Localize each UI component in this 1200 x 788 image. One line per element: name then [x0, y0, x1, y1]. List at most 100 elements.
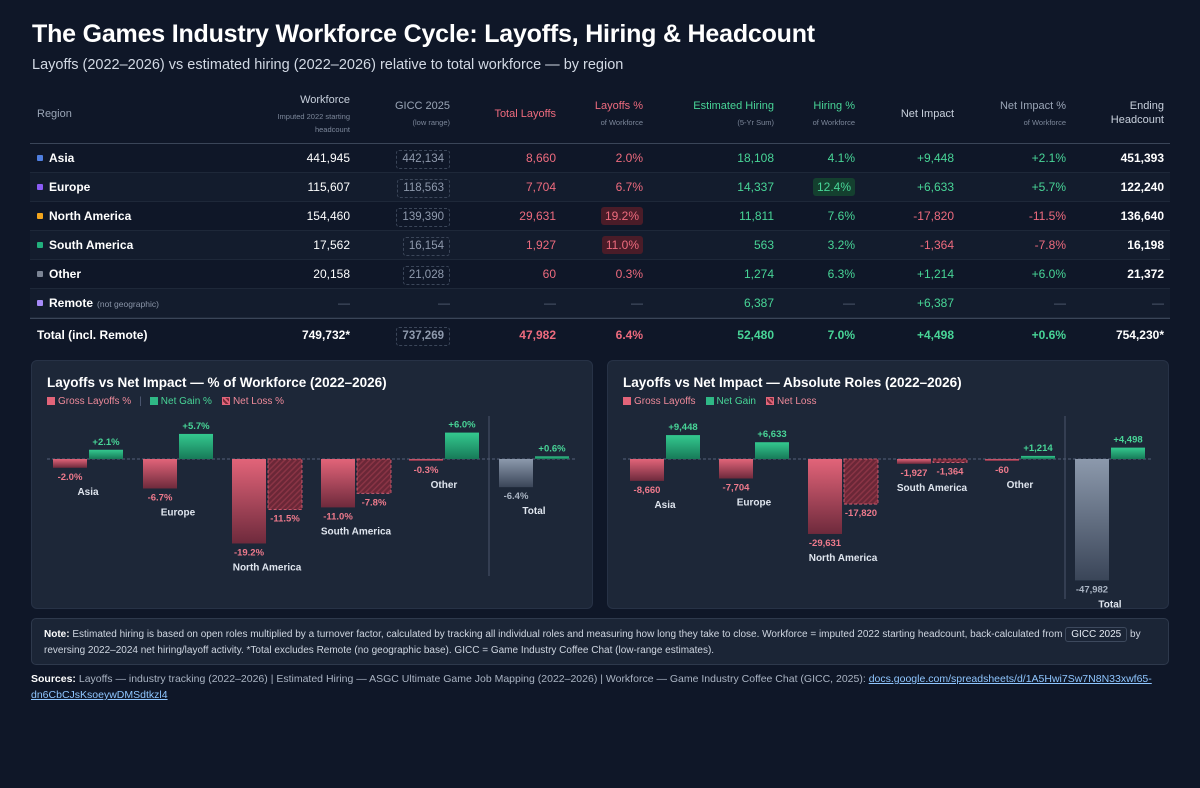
table-row: Europe 115,607 118,563 7,704 6.7% 14,337…: [30, 173, 1170, 202]
header-hiring-pct: Hiring % of Workforce: [812, 100, 855, 127]
region-cell: North America: [37, 202, 131, 231]
layoffs-pct-cell: 0.3%: [615, 267, 643, 281]
table-row: North America 154,460 139,390 29,631 19.…: [30, 202, 1170, 231]
category-label: South America: [897, 483, 968, 494]
net-impact-cell: -17,820: [913, 209, 954, 223]
hiring-pct-cell: —: [843, 296, 855, 310]
hiring-cell: 18,108: [737, 151, 774, 165]
hiring-pct-cell: 7.0%: [827, 328, 855, 342]
net-impact-cell: +4,498: [916, 328, 954, 342]
net-impact-cell: +9,448: [916, 151, 954, 165]
note-box: Note: Estimated hiring is based on open …: [31, 618, 1169, 665]
page-title: The Games Industry Workforce Cycle: Layo…: [32, 20, 815, 48]
ending-headcount-cell: 16,198: [1127, 238, 1164, 252]
gicc-cell: —: [438, 296, 450, 310]
gross-layoffs-bar: [143, 459, 177, 489]
header-estimated-hiring: Estimated Hiring (5-Yr Sum): [693, 100, 774, 127]
net-impact-cell: -1,364: [919, 238, 954, 252]
net-loss-bar: [932, 458, 968, 463]
net-gain-label: +0.6%: [538, 443, 566, 454]
gicc-tag: GICC 2025: [1065, 627, 1128, 642]
net-gain-bar: [89, 449, 123, 459]
hiring-pct-cell: 6.3%: [827, 267, 855, 281]
data-table: Region Workforce Imputed 2022 starting h…: [30, 88, 1170, 350]
layoffs-pct-cell: 2.0%: [615, 151, 643, 165]
table-total-row: Total (incl. Remote) 749,732* 737,269 47…: [30, 318, 1170, 350]
region-cell: Total (incl. Remote): [37, 328, 148, 342]
ending-headcount-cell: 136,640: [1120, 209, 1164, 223]
sources-link[interactable]: docs.google.com/spreadsheets/d/1A5Hwi7Sw…: [31, 673, 1152, 701]
workforce-cell: 17,562: [313, 238, 350, 252]
table-row: Remote (not geographic) — — — — 6,387 — +…: [30, 289, 1170, 318]
gross-layoffs-label: -19.2%: [234, 547, 265, 558]
gross-layoffs-label: -11.0%: [323, 511, 353, 522]
ending-headcount-cell: 122,240: [1120, 180, 1164, 194]
layoffs-cell: 29,631: [519, 209, 556, 223]
hiring-pct-cell: 3.2%: [827, 238, 855, 252]
category-label: Asia: [654, 500, 676, 511]
gross-layoffs-label: -60: [995, 465, 1009, 476]
table-header: Region Workforce Imputed 2022 starting h…: [30, 88, 1170, 144]
gross-layoffs-label: -0.3%: [414, 465, 439, 476]
gross-layoffs-label: -47,982: [1076, 584, 1108, 595]
gross-layoffs-bar: [321, 459, 355, 508]
region-cell: Other: [37, 260, 81, 289]
gross-layoffs-label: -1,927: [901, 468, 928, 479]
category-label: South America: [321, 526, 392, 537]
legend-swatch: [149, 397, 158, 405]
layoffs-cell: 1,927: [525, 238, 556, 252]
ending-headcount-cell: —: [1152, 296, 1164, 310]
table-row: Other 20,158 21,028 60 0.3% 1,274 6.3% +…: [30, 260, 1170, 289]
region-cell: South America: [37, 231, 133, 260]
sources-label: Sources:: [31, 673, 76, 685]
category-label: Other: [1007, 480, 1034, 491]
category-label: Europe: [161, 507, 196, 518]
gicc-cell: 737,269: [396, 319, 450, 351]
legend-net-loss: Net Loss %: [221, 396, 284, 407]
gross-layoffs-bar: [232, 459, 266, 544]
header-workforce: Workforce Imputed 2022 starting headcoun…: [277, 94, 350, 134]
legend-gross-layoffs: Gross Layoffs %: [47, 396, 131, 407]
net-loss-bar: [843, 458, 879, 505]
gross-layoffs-bar: [499, 459, 533, 488]
chart-legend: Gross Layoffs Net Gain Net Loss: [623, 396, 826, 407]
legend-swatch: [623, 397, 631, 405]
layoffs-cell: 47,982: [519, 328, 556, 342]
net-impact-pct-cell: +6.0%: [1031, 267, 1066, 281]
ending-headcount-cell: 21,372: [1127, 267, 1164, 281]
category-label: Asia: [77, 487, 99, 498]
chart-panel-abs: Layoffs vs Net Impact — Absolute Roles (…: [607, 360, 1169, 610]
net-gain-label: +1,214: [1023, 443, 1053, 454]
net-gain-bar: [445, 432, 479, 459]
category-label: Other: [431, 480, 458, 491]
header-ending-headcount: Ending Headcount: [1110, 100, 1164, 126]
sources-text: Layoffs — industry tracking (2022–2026) …: [78, 673, 866, 685]
legend-net-loss: Net Loss: [765, 396, 816, 407]
category-label: Europe: [737, 497, 772, 508]
legend-net-gain: Net Gain: [705, 396, 756, 407]
layoffs-cell: 60: [542, 267, 556, 281]
gross-layoffs-label: -8,660: [634, 485, 661, 496]
workforce-cell: 154,460: [306, 209, 350, 223]
net-gain-label: +6,633: [757, 429, 786, 440]
category-label: North America: [233, 562, 302, 573]
net-impact-pct-cell: -7.8%: [1034, 238, 1066, 252]
net-loss-label: -7.8%: [362, 497, 387, 508]
note-label: Note:: [44, 629, 70, 640]
net-gain-bar: [755, 442, 789, 459]
chart-legend: Gross Layoffs % | Net Gain % Net Loss %: [47, 396, 294, 407]
region-color-dot: [37, 271, 43, 277]
sources: Sources: Layoffs — industry tracking (20…: [31, 671, 1171, 703]
gicc-cell: 442,134: [396, 144, 450, 173]
note-text: Estimated hiring is based on open roles …: [72, 629, 1063, 640]
layoffs-cell: 7,704: [525, 180, 556, 194]
chart-title: Layoffs vs Net Impact — % of Workforce (…: [47, 375, 387, 390]
region-cell: Asia: [37, 144, 74, 173]
gross-layoffs-bar: [53, 459, 87, 468]
net-gain-bar: [535, 456, 569, 459]
legend-swatch: [705, 397, 714, 405]
net-gain-bar: [1021, 455, 1055, 459]
gross-layoffs-label: -29,631: [809, 538, 842, 549]
net-gain-bar: [1111, 447, 1145, 459]
ending-headcount-cell: 451,393: [1120, 151, 1164, 165]
